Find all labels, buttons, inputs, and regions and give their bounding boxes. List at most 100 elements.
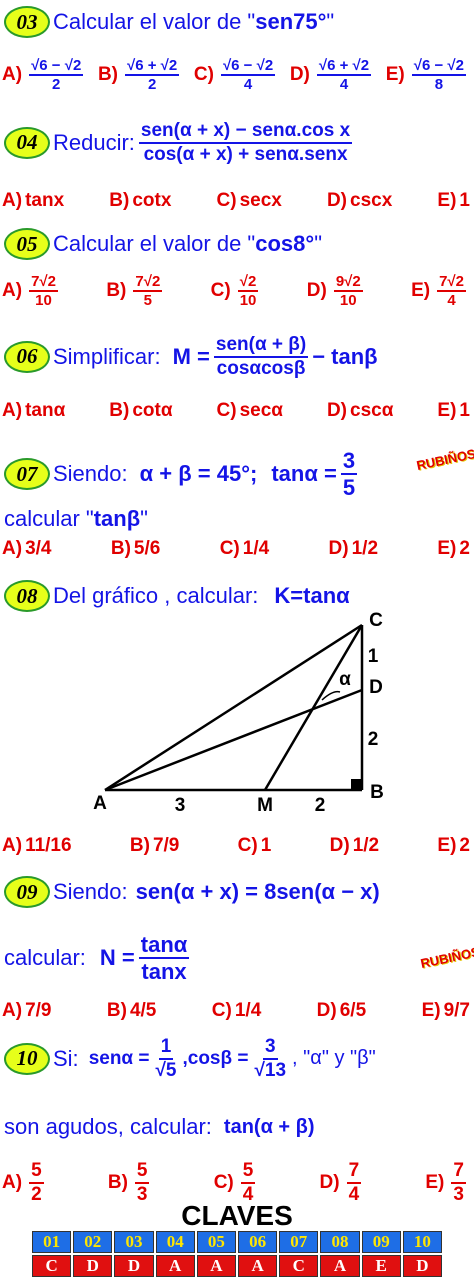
element xyxy=(263,624,364,791)
denominator: 5 xyxy=(342,475,356,501)
option: D) √6 + √2 4 xyxy=(290,57,375,94)
numerator: 7√2 xyxy=(29,273,58,292)
numerator: 5 xyxy=(29,1160,44,1184)
key-number: 09 xyxy=(361,1231,401,1253)
option-text: 1 xyxy=(459,190,470,211)
option-label: A) xyxy=(2,1172,23,1193)
numerator: 7√2 xyxy=(437,273,466,292)
option-text: cotα xyxy=(132,400,173,421)
option-label: C) xyxy=(211,1000,232,1021)
denominator: √13 xyxy=(254,1059,287,1081)
problem-08: 08 Del gráfico , calcular: K=tanα xyxy=(4,580,470,612)
numerator: √6 − √2 xyxy=(29,57,84,76)
math: sen75° xyxy=(255,9,327,34)
option-label: C) xyxy=(216,400,237,421)
options: A) 3/4 B) 5/6 C) 1/4 D) 1/2 E) 2 xyxy=(2,536,470,562)
denominator: 10 xyxy=(239,292,257,309)
option: C) 1/4 xyxy=(220,538,269,560)
fraction: √6 + √2 4 xyxy=(316,57,372,94)
option-label: D) xyxy=(328,538,349,559)
option: A) 5 2 xyxy=(2,1160,48,1206)
prompt: Del gráfico , calcular: xyxy=(53,583,259,608)
option: C) 5 4 xyxy=(214,1160,260,1206)
option-text: 1/2 xyxy=(351,538,379,559)
denominator: 4 xyxy=(348,1184,360,1205)
key-number: 03 xyxy=(114,1231,154,1253)
option-label: B) xyxy=(97,64,118,85)
option: E) 9/7 xyxy=(422,1000,470,1022)
claves-title: CLAVES xyxy=(181,1200,293,1231)
math: tanα = xyxy=(271,461,337,487)
option: B) 7√2 5 xyxy=(106,273,166,310)
prompt: calcular " xyxy=(4,506,94,531)
prompt: Siendo: xyxy=(53,461,128,487)
option: B) √6 + √2 2 xyxy=(98,57,183,94)
length-label: 1 xyxy=(368,646,379,667)
length-label: 2 xyxy=(368,729,379,750)
option-text: 3/4 xyxy=(25,538,52,559)
option-label: C) xyxy=(193,64,214,85)
problem-10: 10 Si: senα = 1 √5 ,cosβ = 3 √13 , "α" y "… xyxy=(4,1036,470,1082)
right-angle xyxy=(351,779,362,790)
answer-key: 01 02 03 04 05 06 07 08 09 10 C D D A A A C A E D xyxy=(32,1231,442,1277)
denominator: 3 xyxy=(453,1184,464,1205)
prompt: Calcular el valor de " xyxy=(53,231,256,256)
fraction: √6 + √2 2 xyxy=(125,57,180,94)
badge: 05 xyxy=(4,228,50,260)
prompt: " xyxy=(140,506,148,531)
option: C) secα xyxy=(217,400,283,422)
length-label: 3 xyxy=(175,795,186,816)
option-label: C) xyxy=(237,835,258,856)
math: senα = xyxy=(88,1047,150,1069)
numerator: 7√2 xyxy=(133,273,163,292)
option-text: secα xyxy=(239,400,283,421)
option-label: C) xyxy=(216,190,237,211)
option-text: 2 xyxy=(459,538,470,559)
math: − tanβ xyxy=(312,343,378,369)
triangle xyxy=(104,623,364,792)
option: A) 11/16 xyxy=(2,835,72,857)
numerator: 5 xyxy=(134,1160,150,1184)
math: ,cosβ = xyxy=(182,1047,249,1069)
option-label: D) xyxy=(326,400,348,421)
option-label: E) xyxy=(437,835,457,856)
problem-04: 04 Reducir: sen(α + x) − senα.cos x cos(α… xyxy=(4,120,470,166)
option-text: 2 xyxy=(459,835,470,856)
denominator: tanx xyxy=(141,959,187,985)
badge: 03 xyxy=(4,6,50,38)
options: A) √6 − √2 2 B) √6 + √2 2 C) √6 − √2 4 D) √6 + √2 4… xyxy=(2,52,470,98)
math: cos8° xyxy=(255,231,315,256)
numerator: tanα xyxy=(138,932,190,960)
option-label: A) xyxy=(2,280,23,301)
option: B) 7/9 xyxy=(130,835,179,857)
option-label: E) xyxy=(411,280,431,301)
numerator: √6 − √2 xyxy=(220,57,276,76)
options: A) 7/9 B) 4/5 C) 1/4 D) 6/5 E) 9/7 xyxy=(2,998,470,1024)
option-label: B) xyxy=(106,280,127,301)
math: sen(α + x) = 8sen(α − x) xyxy=(135,879,380,904)
option-label: B) xyxy=(109,400,130,421)
key-answer: D xyxy=(402,1255,442,1277)
option-text: 5/6 xyxy=(133,538,161,559)
fraction: tanα tanx xyxy=(138,932,190,985)
key-answer: A xyxy=(155,1255,195,1277)
numerator: √2 xyxy=(237,273,259,292)
numerator: sen(α + x) − senα.cos x xyxy=(138,120,353,144)
option-text: 9/7 xyxy=(443,1000,470,1021)
prompt: Calcular el valor de " xyxy=(53,9,256,34)
problem-09: 09 Siendo: sen(α + x) = 8sen(α − x) xyxy=(4,876,470,908)
options: A) 11/16 B) 7/9 C) 1 D) 1/2 E) 2 xyxy=(2,833,470,859)
option: C) 1 xyxy=(238,835,272,857)
fraction: 7√2 4 xyxy=(437,273,466,310)
denominator: 5 xyxy=(143,292,153,309)
option-text: cscx xyxy=(350,190,393,211)
option-label: A) xyxy=(2,190,23,211)
option: C) √6 − √2 4 xyxy=(194,57,279,94)
key-answer: A xyxy=(238,1255,278,1277)
option-label: A) xyxy=(2,64,23,85)
option-text: 11/16 xyxy=(25,835,72,856)
